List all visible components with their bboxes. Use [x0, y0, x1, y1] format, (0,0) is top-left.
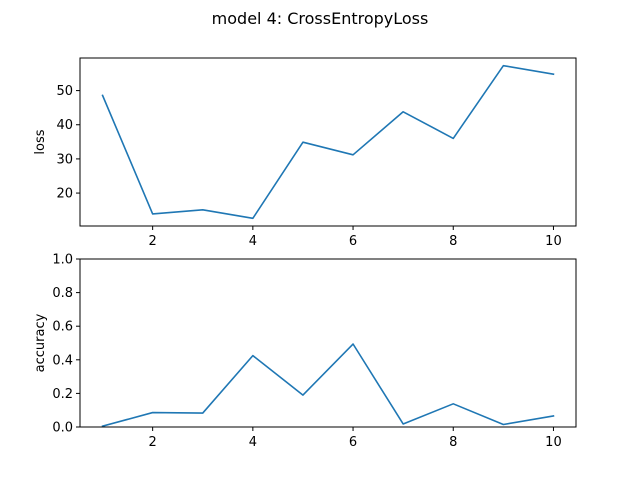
- series-line-2-1: [101, 343, 555, 428]
- y-tick-label: 0.8: [52, 286, 73, 301]
- y-axis-label: accuracy: [33, 313, 48, 372]
- y-tick-label: 1.0: [52, 253, 73, 268]
- series-line-1-1: [101, 64, 555, 220]
- y-tick-label: 50: [56, 84, 73, 99]
- axes-frame: [79, 57, 577, 227]
- x-tick-label: 2: [149, 234, 157, 249]
- y-tick-label: 0.2: [52, 387, 73, 402]
- x-tick-label: 10: [545, 234, 562, 249]
- y-tick-label: 30: [56, 152, 73, 167]
- y-tick-label: 0.6: [52, 320, 73, 335]
- y-tick-label: 0.4: [52, 353, 73, 368]
- x-tick-label: 6: [349, 234, 357, 249]
- subplot-1: 2 4 6 8 10 20 30 40 50 loss: [33, 57, 577, 249]
- axes-frame: [79, 258, 577, 428]
- y-tick-label: 40: [56, 118, 73, 133]
- x-tick-label: 4: [249, 435, 257, 450]
- subplot-2: 2 4 6 8 10 0.0 0.2 0.4 0.6 0.8 1.0 accuracy: [33, 253, 577, 450]
- x-tick-label: 2: [149, 435, 157, 450]
- y-tick-label: 0.0: [52, 421, 73, 436]
- figure-title: model 4: CrossEntropyLoss: [212, 9, 429, 28]
- y-axis-label: loss: [33, 129, 48, 154]
- x-tick-label: 8: [449, 234, 457, 249]
- y-tick-label: 20: [56, 187, 73, 202]
- x-tick-label: 10: [545, 435, 562, 450]
- x-tick-label: 6: [349, 435, 357, 450]
- x-tick-label: 8: [449, 435, 457, 450]
- plots: 2 4 6 8 10 20 30 40 50 loss 2 4 6 8 10 0.0 0.2 0.4 0.6 0.8 1…: [33, 57, 577, 450]
- x-tick-label: 4: [249, 234, 257, 249]
